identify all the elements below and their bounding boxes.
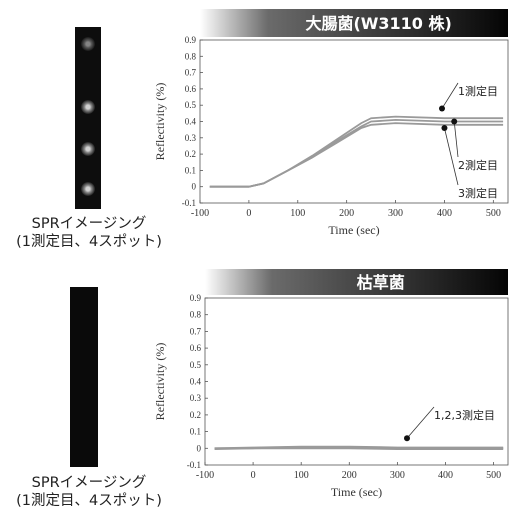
chart-title-bar bbox=[205, 269, 508, 295]
annotation-leader bbox=[444, 127, 459, 186]
annotation-leader bbox=[453, 121, 459, 158]
series-line-3 bbox=[214, 447, 504, 450]
y-tick-label: 0.9 bbox=[190, 293, 202, 303]
x-axis-label: Time (sec) bbox=[328, 223, 379, 237]
y-tick-label: 0.4 bbox=[185, 117, 197, 127]
y-axis-label: Reflectivity (%) bbox=[153, 83, 167, 161]
chart-title: 枯草菌 bbox=[357, 273, 405, 292]
x-tick-label: 400 bbox=[437, 208, 452, 219]
y-tick-label: 0.7 bbox=[185, 68, 197, 78]
annotation-dot bbox=[451, 118, 458, 125]
y-tick-label: -0.1 bbox=[187, 460, 201, 470]
annotation-dot bbox=[404, 435, 410, 442]
caption-line-2: (1測定目、4スポット) bbox=[16, 234, 162, 250]
chart-bsubtilis: 枯草菌 -0.1 0 0.1 0.2 0.3 0.4 0.5 0.6 0.7 0.8 0.9 -100 0… bbox=[148, 265, 509, 512]
x-tick-label: 200 bbox=[339, 208, 354, 219]
y-tick-label: 0.2 bbox=[190, 410, 201, 420]
spr-image-strip-2 bbox=[70, 287, 98, 467]
x-tick-label: 500 bbox=[486, 470, 501, 481]
x-tick-label: -100 bbox=[196, 470, 214, 481]
y-tick-label: 0.5 bbox=[190, 360, 202, 370]
y-tick-label: 0 bbox=[197, 443, 202, 453]
spr-spot bbox=[81, 182, 95, 196]
y-tick-label: 0.1 bbox=[185, 165, 196, 175]
spr-caption-2: SPRイメージング (1測定目、4スポット) bbox=[0, 474, 178, 510]
x-tick-label: 100 bbox=[290, 208, 305, 219]
annotation-label: 1,2,3測定目 bbox=[434, 408, 495, 422]
annotation-dot bbox=[439, 105, 445, 112]
chart-title-bar bbox=[200, 9, 508, 37]
y-tick-label: 0.4 bbox=[190, 377, 202, 387]
x-tick-label: 500 bbox=[486, 208, 501, 219]
y-tick-label: 0.5 bbox=[185, 100, 197, 110]
y-axis-label: Reflectivity (%) bbox=[153, 343, 167, 421]
caption-line-1: SPRイメージング bbox=[31, 475, 147, 491]
annotation-label: 3測定目 bbox=[458, 186, 498, 200]
y-tick-label: 0.3 bbox=[185, 133, 197, 143]
x-tick-label: 100 bbox=[294, 470, 309, 481]
plot-frame bbox=[204, 297, 509, 466]
x-tick-label: 300 bbox=[388, 208, 403, 219]
y-tick-label: 0 bbox=[192, 182, 197, 192]
series-line-1 bbox=[209, 115, 504, 188]
x-tick-label: -100 bbox=[191, 208, 209, 219]
annotation-leader bbox=[441, 82, 459, 109]
x-tick-label: 400 bbox=[438, 470, 453, 481]
chart-ecoli-svg: 大腸菌(W3110 株) -0.1 0 0.1 0.2 0.3 0.4 0.5 0.6 0.7 0.… bbox=[153, 9, 509, 237]
x-tick-label: 0 bbox=[251, 470, 256, 481]
y-tick-label: 0.8 bbox=[190, 310, 202, 320]
series-line-3 bbox=[209, 122, 504, 188]
chart-ecoli: 大腸菌(W3110 株) -0.1 0 0.1 0.2 0.3 0.4 0.5 0.6 0.7 0.… bbox=[148, 5, 509, 265]
annotation-leader bbox=[406, 406, 435, 439]
y-tick-label: -0.1 bbox=[182, 198, 196, 208]
x-axis-label: Time (sec) bbox=[331, 485, 382, 499]
x-tick-label: 200 bbox=[342, 470, 357, 481]
annotation-label: 2測定目 bbox=[458, 158, 498, 172]
annotation-dot bbox=[441, 125, 448, 132]
spr-spot bbox=[81, 142, 95, 156]
x-tick-label: 0 bbox=[246, 208, 251, 219]
caption-line-2: (1測定目、4スポット) bbox=[16, 493, 162, 509]
y-tick-label: 0.2 bbox=[185, 149, 196, 159]
annotation-label: 1測定目 bbox=[458, 84, 498, 98]
chart-title: 大腸菌(W3110 株) bbox=[305, 14, 451, 33]
chart-bsubtilis-svg: 枯草菌 -0.1 0 0.1 0.2 0.3 0.4 0.5 0.6 0.7 0.8 0.9 -100 0… bbox=[153, 269, 509, 499]
x-tick-label: 300 bbox=[390, 470, 405, 481]
y-tick-label: 0.8 bbox=[185, 51, 197, 61]
y-tick-label: 0.6 bbox=[190, 343, 202, 353]
y-tick-label: 0.6 bbox=[185, 84, 197, 94]
y-tick-label: 0.9 bbox=[185, 35, 197, 45]
y-tick-label: 0.1 bbox=[190, 427, 201, 437]
spr-spot bbox=[81, 100, 95, 114]
spr-caption-1: SPRイメージング (1測定目、4スポット) bbox=[0, 215, 178, 251]
y-tick-label: 0.7 bbox=[190, 326, 202, 336]
spr-image-strip-1 bbox=[75, 27, 101, 209]
caption-line-1: SPRイメージング bbox=[31, 216, 147, 232]
y-tick-label: 0.3 bbox=[190, 393, 202, 403]
spr-spot bbox=[81, 37, 95, 51]
